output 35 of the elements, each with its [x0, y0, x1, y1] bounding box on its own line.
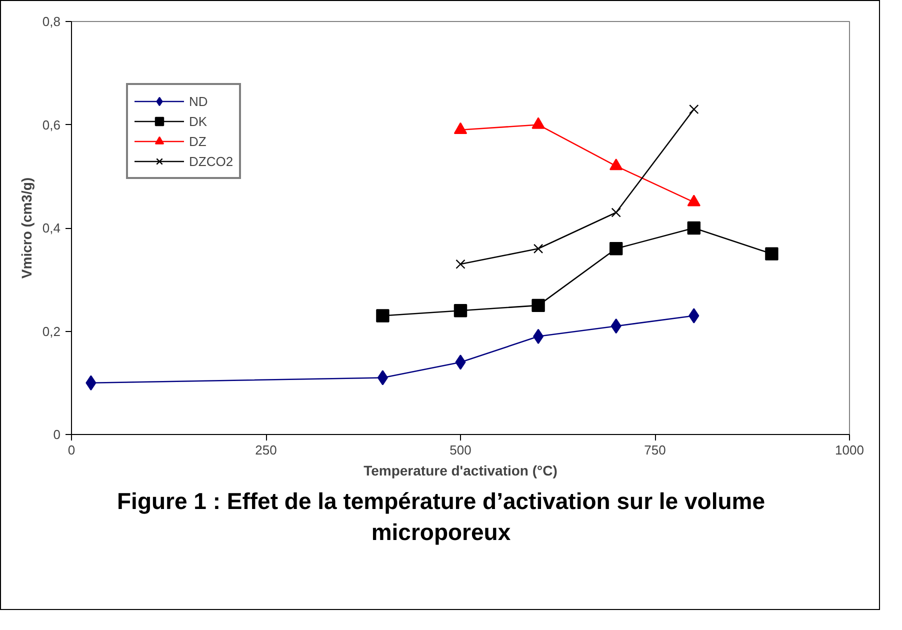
- point: [688, 308, 700, 324]
- point: [532, 117, 545, 129]
- point: [456, 259, 466, 269]
- point: [86, 375, 96, 390]
- x-tick-label: 250: [255, 442, 277, 458]
- point: [532, 298, 545, 312]
- y-tick-label: 0,4: [42, 220, 61, 236]
- x-axis-title: Temperature d'activation (°C): [364, 462, 558, 478]
- point: [687, 221, 700, 235]
- point: [610, 242, 623, 256]
- y-tick-label: 0,2: [42, 324, 61, 339]
- point: [454, 304, 468, 318]
- y-tick-label: 0: [53, 427, 61, 442]
- y-tick-label: 0,8: [42, 14, 61, 29]
- point: [689, 104, 699, 114]
- point: [687, 194, 700, 206]
- y-tick-label: 0,6: [42, 117, 61, 132]
- point: [610, 158, 623, 170]
- x-tick-label: 1000: [835, 442, 864, 458]
- point: [377, 370, 388, 386]
- point: [533, 244, 544, 254]
- text: Figure 1 : Effet de la température d’activation sur le volume microporeux: [116, 487, 766, 548]
- x-tick-label: 0: [68, 442, 76, 458]
- x-tick-label: 500: [450, 442, 472, 458]
- y-axis-title: Vmicro (cm3/g): [18, 177, 34, 279]
- point: [455, 354, 466, 370]
- legend-label: DZCO2: [189, 154, 234, 168]
- legend-label: DK: [189, 114, 208, 128]
- point: [611, 208, 621, 218]
- x-tick-label: 750: [644, 442, 666, 458]
- point: [765, 247, 778, 260]
- point: [454, 122, 468, 134]
- legend-label: ND: [189, 94, 209, 108]
- legend-label: DZ: [189, 134, 208, 148]
- point: [376, 309, 390, 322]
